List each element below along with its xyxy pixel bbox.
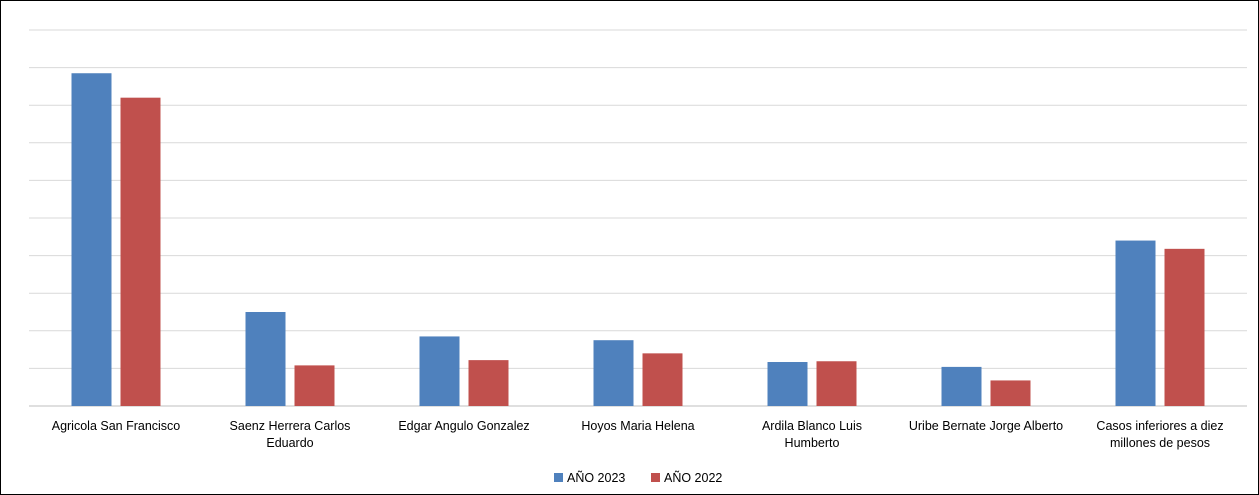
bar-ano-2022-3 [642, 353, 683, 406]
gridlines [29, 29, 1247, 407]
legend-swatch [554, 473, 563, 482]
bar-ano-2023-5 [941, 366, 982, 406]
bar-ano-2022-0 [120, 97, 161, 407]
legend: AÑO 2023 AÑO 2022 [554, 471, 722, 485]
bar-ano-2022-6 [1164, 248, 1205, 406]
bar-ano-2023-1 [245, 312, 286, 406]
bar-ano-2023-3 [593, 340, 634, 406]
legend-swatch [651, 473, 660, 482]
legend-label: AÑO 2022 [664, 471, 722, 485]
category-label: Casos inferiores a diez millones de pesos [1096, 419, 1223, 450]
bar-ano-2023-2 [419, 336, 460, 406]
bar-ano-2023-6 [1115, 240, 1156, 406]
category-label: Hoyos Maria Helena [581, 419, 694, 433]
bar-ano-2022-1 [294, 365, 335, 406]
bar-ano-2023-4 [767, 362, 808, 406]
category-label: Agricola San Francisco [52, 419, 181, 433]
bars [71, 73, 1205, 407]
category-labels: Agricola San Francisco Saenz Herrera Carl… [52, 419, 1224, 450]
category-label: Edgar Angulo Gonzalez [398, 419, 529, 433]
bar-ano-2022-2 [468, 360, 509, 406]
bar-ano-2023-0 [71, 73, 112, 407]
category-label: Ardila Blanco Luis Humberto [762, 419, 862, 450]
bar-ano-2022-4 [816, 361, 857, 406]
bar-ano-2022-5 [990, 380, 1031, 406]
category-label: Uribe Bernate Jorge Alberto [909, 419, 1063, 433]
legend-label: AÑO 2023 [567, 471, 625, 485]
category-label: Saenz Herrera Carlos Eduardo [230, 419, 351, 450]
